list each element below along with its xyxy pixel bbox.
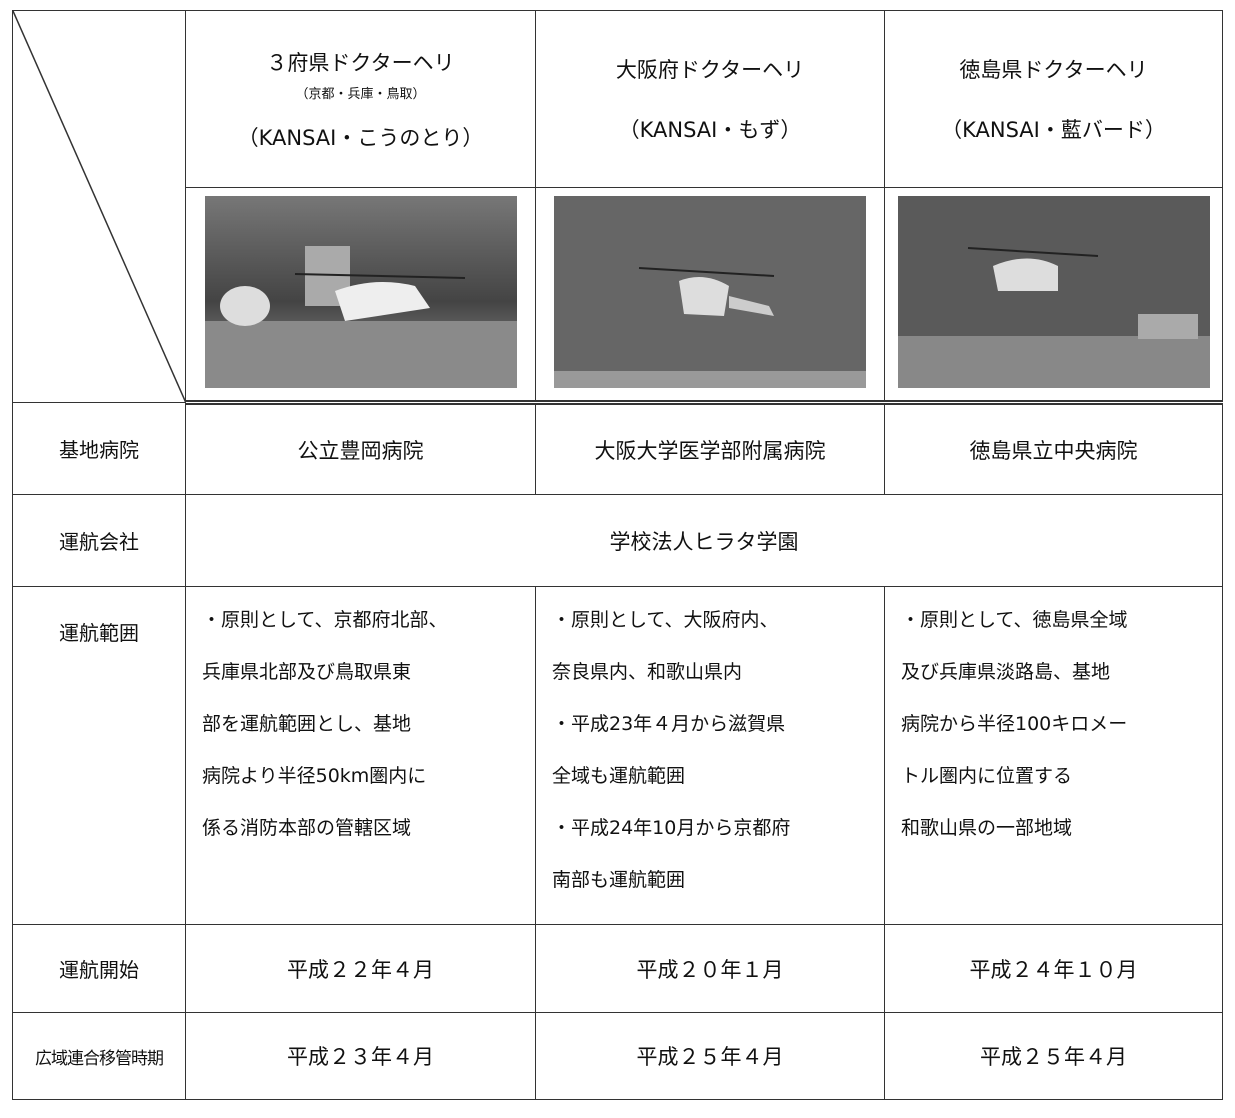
column-title: 徳島県ドクターヘリ	[959, 58, 1148, 82]
cell: 公立豊岡病院	[185, 402, 536, 495]
cell: 徳島県立中央病院	[884, 402, 1223, 495]
row-label: 基地病院	[12, 402, 186, 495]
column-nickname: （KANSAI・もず）	[618, 118, 802, 142]
cell: 学校法人ヒラタ学園	[185, 494, 1223, 587]
photo-row	[13, 187, 1223, 405]
text-line: 及び兵庫県淡路島、基地	[901, 661, 1111, 683]
row-label: 運航会社	[12, 494, 186, 587]
text-line: トル圏内に位置する	[901, 765, 1073, 787]
diagonal	[13, 11, 186, 403]
helicopter-photo	[897, 195, 1210, 388]
row: 運航範囲 ・原則として、京都府北部、 兵庫県北部及び鳥取県東 部を運航範囲とし、基地…	[12, 586, 1223, 925]
corner-cell	[12, 10, 186, 403]
row-label: 広域連合移管時期	[12, 1012, 186, 1100]
cell: 平成２３年４月	[185, 1012, 536, 1100]
text-line: 部を運航範囲とし、基地	[202, 713, 412, 735]
row: 運航会社 学校法人ヒラタ学園	[12, 494, 1223, 587]
helicopter-photo	[204, 195, 517, 388]
column-title: ３府県ドクターヘリ	[266, 50, 455, 75]
cell: ・原則として、京都府北部、 兵庫県北部及び鳥取県東 部を運航範囲とし、基地 病院より半…	[185, 586, 536, 925]
header-cell: 徳島県ドクターヘリ （KANSAI・藍バード）	[884, 10, 1223, 188]
text-line: 病院より半径50km圏内に	[202, 765, 427, 787]
text-line: 病院から半径100キロメー	[901, 713, 1128, 735]
column-nickname: （KANSAI・藍バード）	[941, 118, 1166, 142]
cell: 大阪大学医学部附属病院	[535, 402, 885, 495]
cell: ・原則として、徳島県全域 及び兵庫県淡路島、基地 病院から半径100キロメー トル圏内…	[884, 586, 1223, 925]
text-line: 全域も運航範囲	[552, 765, 686, 787]
text-line: 和歌山県の一部地域	[901, 817, 1073, 839]
header-cell: ３府県ドクターヘリ （京都・兵庫・鳥取） （KANSAI・こうのとり）	[185, 10, 536, 188]
cell: 平成２０年１月	[535, 924, 885, 1013]
header-row: ３府県ドクターヘリ （京都・兵庫・鳥取） （KANSAI・こうのとり） 大阪府ド…	[12, 10, 1223, 403]
helicopter-table: ３府県ドクターヘリ （京都・兵庫・鳥取） （KANSAI・こうのとり） 大阪府ド…	[12, 10, 1223, 1100]
text-line: 南部も運航範囲	[552, 869, 686, 891]
photo-cell	[884, 187, 1223, 405]
text-line: ・原則として、京都府北部、	[202, 609, 448, 631]
row-label: 運航範囲	[12, 586, 186, 925]
cell: 平成２５年４月	[884, 1012, 1223, 1100]
header-cell: 大阪府ドクターヘリ （KANSAI・もず）	[535, 10, 885, 188]
text-line: 係る消防本部の管轄区域	[202, 817, 412, 839]
text-line: ・平成23年４月から滋賀県	[552, 713, 786, 735]
cell: 平成２５年４月	[535, 1012, 885, 1100]
text-line: 兵庫県北部及び鳥取県東	[202, 661, 412, 683]
row: 広域連合移管時期 平成２３年４月 平成２５年４月 平成２５年４月	[12, 1012, 1223, 1100]
column-nickname: （KANSAI・こうのとり）	[237, 125, 484, 150]
text-line: 奈良県内、和歌山県内	[552, 661, 743, 683]
cell: 平成２２年４月	[185, 924, 536, 1013]
column-title: 大阪府ドクターヘリ	[615, 58, 805, 82]
row: 基地病院 公立豊岡病院 大阪大学医学部附属病院 徳島県立中央病院	[12, 402, 1223, 495]
column-region: （京都・兵庫・鳥取）	[295, 86, 426, 102]
text-line: ・原則として、徳島県全域	[901, 609, 1128, 631]
row-label: 運航開始	[12, 924, 186, 1013]
cell: 平成２４年１０月	[884, 924, 1223, 1013]
helicopter-photo	[554, 195, 866, 388]
text-line: ・平成24年10月から京都府	[552, 817, 791, 839]
cell: ・原則として、大阪府内、 奈良県内、和歌山県内・平成23年４月から滋賀県 全域も運航…	[535, 586, 885, 925]
photo-cell	[185, 187, 536, 405]
text-line: ・原則として、大阪府内、	[552, 609, 779, 631]
photo-cell	[535, 187, 885, 405]
row: 運航開始 平成２２年４月 平成２０年１月 平成２４年１０月	[12, 924, 1223, 1013]
